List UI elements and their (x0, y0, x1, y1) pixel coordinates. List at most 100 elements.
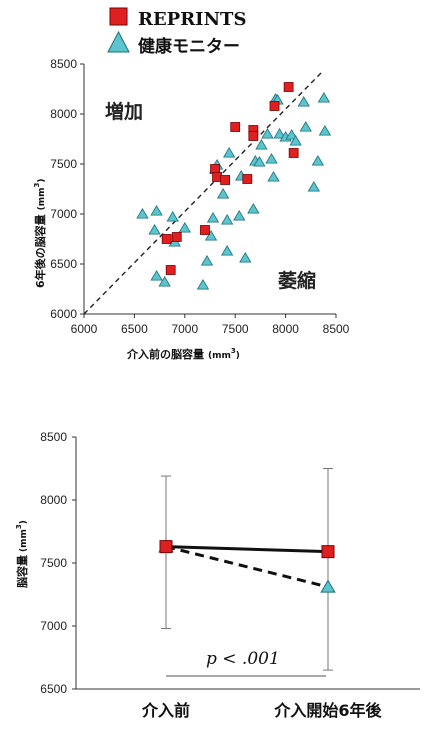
scatter-point-reprints (200, 225, 210, 235)
scatter-points (136, 82, 332, 290)
scatter-point-reprints (230, 122, 241, 132)
scatter-point-reprints (242, 174, 253, 184)
line-y-unit-sup: 3 (15, 524, 23, 529)
scatter-point-monitor (247, 203, 260, 214)
line-x-category-1: 介入開始6年後 (273, 701, 382, 720)
scatter-x-tick-label: 7500 (222, 322, 249, 336)
line-y-tick-label: 6500 (40, 682, 67, 696)
scatter-point-reprints (269, 101, 280, 111)
scatter-x-tick-label: 6000 (71, 322, 98, 336)
scatter-point-monitor (148, 224, 161, 235)
scatter-point-reprints (220, 175, 231, 185)
scatter-x-label: 介入前の脳容量 (mm3) (126, 347, 240, 361)
scatter-point-monitor (311, 155, 325, 166)
scatter-y-tick-label: 7500 (50, 157, 77, 171)
scatter-x-tick-label: 6500 (121, 322, 148, 336)
scatter-point-monitor (150, 205, 163, 216)
scatter-x-label-text: 介入前の脳容量 (126, 347, 204, 361)
scatter-point-monitor (166, 211, 179, 222)
scatter-x-tick-label: 8500 (323, 322, 350, 336)
legend: REPRINTS 健康モニター (107, 7, 246, 57)
p-value-label: p < .001 (206, 649, 280, 669)
line-monitor (165, 545, 329, 589)
scatter-point-monitor (136, 208, 149, 219)
line-y-label-text: 脳容量 (15, 555, 29, 588)
scatter-point-monitor (200, 255, 214, 266)
line-y-tick-label: 8000 (40, 493, 67, 507)
line-reprints (165, 545, 329, 554)
scatter-point-monitor (222, 147, 236, 158)
scatter-y-tick-label: 6500 (50, 257, 77, 271)
scatter-point-monitor (273, 128, 286, 139)
scatter-point-reprints (288, 148, 299, 158)
scatter-y-label: 6年後の脳容量 (mm3) (33, 178, 47, 288)
scatter-point-reprints (161, 234, 172, 244)
scatter-point-monitor (204, 230, 218, 241)
scatter-x-unit-sup: 3 (231, 347, 236, 355)
scatter-point-monitor (216, 188, 230, 199)
scatter-point-monitor (220, 245, 234, 256)
scatter-x-ticks: 6000 6500 7000 7500 8000 8500 (71, 314, 350, 336)
line-points (158, 539, 336, 593)
region-label-atrophy: 萎縮 (277, 269, 316, 292)
scatter-y-unit: (mm (37, 187, 47, 210)
scatter-point-reprints (171, 232, 182, 242)
scatter-y-tick-label: 8000 (50, 107, 77, 121)
scatter-point-monitor (150, 270, 163, 281)
scatter-point-monitor (253, 156, 266, 167)
line-y-tick-label: 7500 (40, 556, 67, 570)
scatter-point-monitor (289, 135, 302, 146)
scatter-x-unit-end: ) (236, 351, 240, 361)
scatter-y-unit-sup: 3 (33, 182, 41, 187)
line-y-unit: (mm (19, 529, 29, 552)
line-point-reprints (159, 540, 173, 554)
scatter-point-monitor (233, 210, 246, 221)
scatter-chart: 6000 6500 7000 7500 8000 8500 6000 6500 7000 750… (33, 57, 350, 361)
scatter-point-monitor (318, 125, 332, 136)
scatter-x-unit: (mm (208, 351, 231, 361)
line-y-tick-label: 8500 (40, 430, 67, 444)
scatter-point-monitor (261, 128, 274, 139)
line-y-ticks: 6500 7000 7500 8000 8500 (40, 430, 76, 696)
scatter-point-monitor (239, 252, 252, 263)
scatter-x-tick-label: 8000 (272, 322, 299, 336)
scatter-x-tick-label: 7000 (171, 322, 198, 336)
scatter-point-monitor (265, 153, 278, 164)
scatter-point-monitor (206, 212, 220, 223)
scatter-point-monitor (307, 181, 320, 192)
scatter-point-monitor (267, 171, 280, 182)
scatter-point-monitor (299, 121, 312, 132)
scatter-point-monitor (285, 129, 298, 140)
legend-reprints-label: REPRINTS (138, 9, 246, 30)
line-point-monitor (320, 579, 336, 593)
scatter-point-monitor (255, 139, 268, 150)
line-x-category-0: 介入前 (141, 701, 190, 720)
scatter-y-unit-end: ) (37, 178, 47, 182)
scatter-point-monitor (317, 92, 331, 103)
region-label-increase: 増加 (105, 100, 143, 123)
scatter-point-monitor (220, 214, 234, 225)
series-lines (165, 545, 329, 589)
scatter-y-tick-label: 8500 (50, 57, 77, 71)
legend-reprints-marker (109, 7, 128, 26)
scatter-point-reprints (212, 172, 222, 182)
scatter-point-reprints (248, 131, 259, 141)
scatter-point-monitor (158, 276, 171, 287)
line-y-tick-label: 7000 (40, 619, 67, 633)
error-bars (161, 468, 333, 671)
legend-monitor-label: 健康モニター (138, 36, 240, 57)
scatter-point-reprints (165, 265, 176, 275)
scatter-y-label-text: 6年後の脳容量 (33, 214, 47, 288)
scatter-point-reprints (283, 82, 294, 92)
scatter-y-tick-label: 6000 (50, 307, 77, 321)
scatter-y-tick-label: 7000 (50, 207, 77, 221)
scatter-y-ticks: 6000 6500 7000 7500 8000 8500 (50, 57, 84, 321)
scatter-point-monitor (178, 222, 191, 233)
line-y-unit-end: ) (19, 520, 29, 524)
identity-line (83, 71, 323, 315)
line-chart: 6500 7000 7500 8000 8500 p < .001 介入前 介入開始6年… (15, 430, 420, 720)
line-y-label: 脳容量 (mm3) (15, 520, 29, 588)
scatter-point-monitor (297, 96, 310, 107)
legend-monitor-marker (107, 30, 130, 53)
